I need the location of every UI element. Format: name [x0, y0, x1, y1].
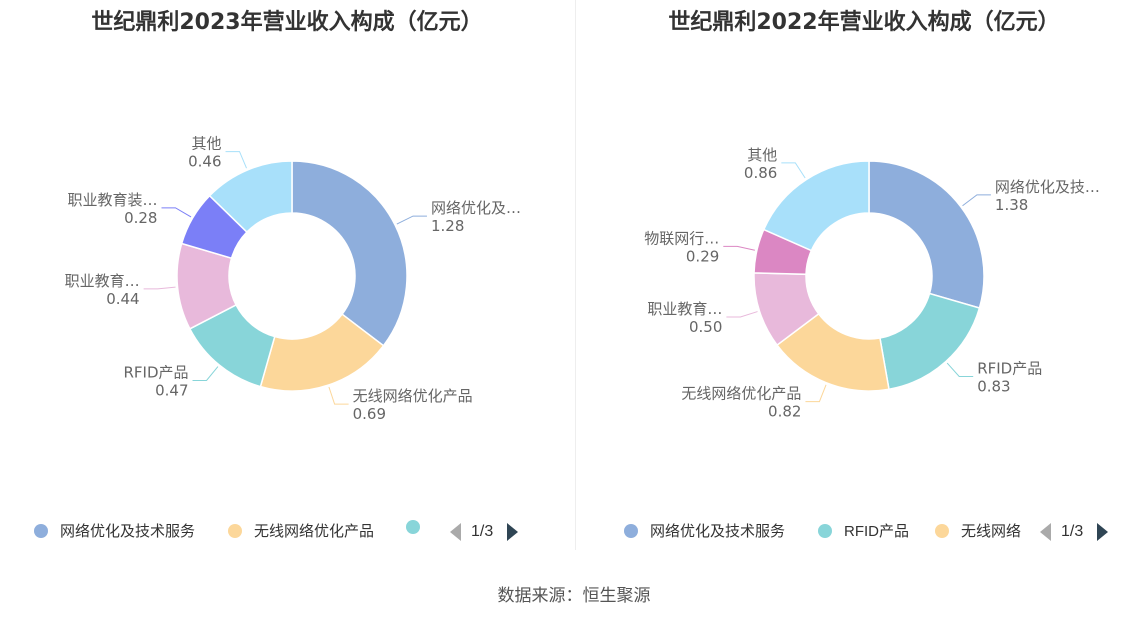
chart-panel-2022: 世纪鼎利2022年营业收入构成（亿元） 网络优化及技… 1.38 RFID产品 0.8… [577, 0, 1148, 560]
chart-title: 世纪鼎利2022年营业收入构成（亿元） [668, 10, 1060, 35]
legend-label: 网络优化及技术服务 [650, 523, 786, 540]
pie-slice[interactable] [879, 292, 981, 391]
label-leader-line [962, 194, 991, 207]
slice-label: 无线网络优化产品 [353, 387, 473, 405]
donut-chart-2023: 网络优化及…1.28无线网络优化产品0.69RFID产品0.47职业教育…0.4… [65, 135, 521, 423]
donut-chart-2022: 网络优化及技…1.38RFID产品0.83无线网络优化产品0.82职业教育…0.… [644, 146, 1100, 421]
pager-text: 1/3 [471, 523, 494, 540]
legend-dot-icon [406, 520, 420, 534]
label-leader-line [225, 151, 247, 169]
slice-label: 职业教育… [65, 272, 140, 290]
legend-item[interactable]: 无线网络 [935, 520, 1033, 544]
slice-value-label: 0.86 [744, 164, 777, 182]
slice-value-label: 0.69 [353, 405, 386, 423]
legend-dot-icon [34, 523, 48, 538]
pager-text: 1/3 [1061, 523, 1084, 540]
legend-dot-icon [935, 523, 949, 538]
pie-slice[interactable] [868, 160, 985, 309]
legend-label: 网络优化及技术服务 [60, 523, 196, 540]
chart-title: 世纪鼎利2023年营业收入构成（亿元） [91, 10, 483, 35]
prev-page-icon[interactable] [450, 523, 461, 541]
label-leader-line [726, 311, 758, 318]
next-page-icon[interactable] [507, 523, 519, 541]
slice-label: 网络优化及技… [995, 178, 1100, 196]
legend-label: 无线网络 [961, 523, 1022, 540]
label-leader-line [805, 384, 827, 403]
legend-label: 无线网络优化产品 [254, 523, 375, 540]
slice-label: 无线网络优化产品 [681, 385, 801, 403]
legend-item[interactable]: 网络优化及技术服务 [34, 520, 195, 541]
slice-value-label: 0.82 [768, 403, 801, 421]
legend-label: RFID产品 [844, 523, 909, 540]
slice-value-label: 0.83 [977, 377, 1010, 395]
slice-value-label: 0.46 [188, 153, 221, 171]
slice-value-label: 0.28 [124, 209, 157, 227]
label-leader-line [396, 215, 427, 225]
slice-value-label: 1.38 [995, 196, 1028, 214]
chart-panel-2023: 世纪鼎利2023年营业收入构成（亿元） 网络优化及… 1.28 无线网络优化产品 0.… [0, 0, 574, 560]
label-leader-line [192, 366, 219, 381]
legend-item[interactable]: 网络优化及技术服务 [624, 520, 785, 541]
legend-dot-icon [818, 523, 832, 538]
pie-slice[interactable] [762, 160, 870, 252]
legend-item[interactable]: RFID产品 [818, 520, 909, 541]
slice-label: 网络优化及… [431, 199, 521, 217]
slice-value-label: 1.28 [431, 217, 464, 235]
slice-label: 其他 [192, 135, 222, 153]
slice-value-label: 0.29 [686, 247, 719, 265]
label-leader-line [143, 286, 176, 290]
label-leader-line [946, 362, 974, 377]
pie-slice[interactable] [208, 160, 293, 234]
legend-item[interactable] [406, 520, 432, 534]
pie-slice[interactable] [291, 160, 408, 347]
slice-label: 物联网行… [644, 229, 719, 247]
legend-pager: 1/3 [1040, 520, 1109, 544]
legend-item[interactable]: 无线网络优化产品 [228, 520, 374, 541]
label-leader-line [328, 386, 349, 405]
label-leader-line [161, 207, 192, 218]
slice-value-label: 0.44 [106, 290, 139, 308]
slice-label: RFID产品 [123, 363, 188, 381]
legend-dot-icon [624, 523, 638, 538]
slice-label: 其他 [747, 146, 777, 164]
legend: 网络优化及技术服务 RFID产品 无线网络 1/3 [577, 520, 1148, 544]
label-leader-line [781, 162, 806, 179]
data-source: 数据来源：恒生聚源 [497, 586, 651, 606]
next-page-icon[interactable] [1097, 523, 1109, 541]
slice-value-label: 0.47 [155, 381, 188, 399]
legend: 网络优化及技术服务 无线网络优化产品 1/3 [0, 520, 574, 544]
legend-pager: 1/3 [450, 520, 519, 544]
slice-label: RFID产品 [977, 359, 1042, 377]
prev-page-icon[interactable] [1040, 523, 1051, 541]
slice-label: 职业教育装… [67, 191, 157, 209]
label-leader-line [723, 245, 755, 251]
slice-label: 职业教育… [647, 300, 722, 318]
slice-value-label: 0.50 [689, 318, 722, 336]
legend-dot-icon [228, 523, 242, 538]
divider [575, 0, 576, 550]
